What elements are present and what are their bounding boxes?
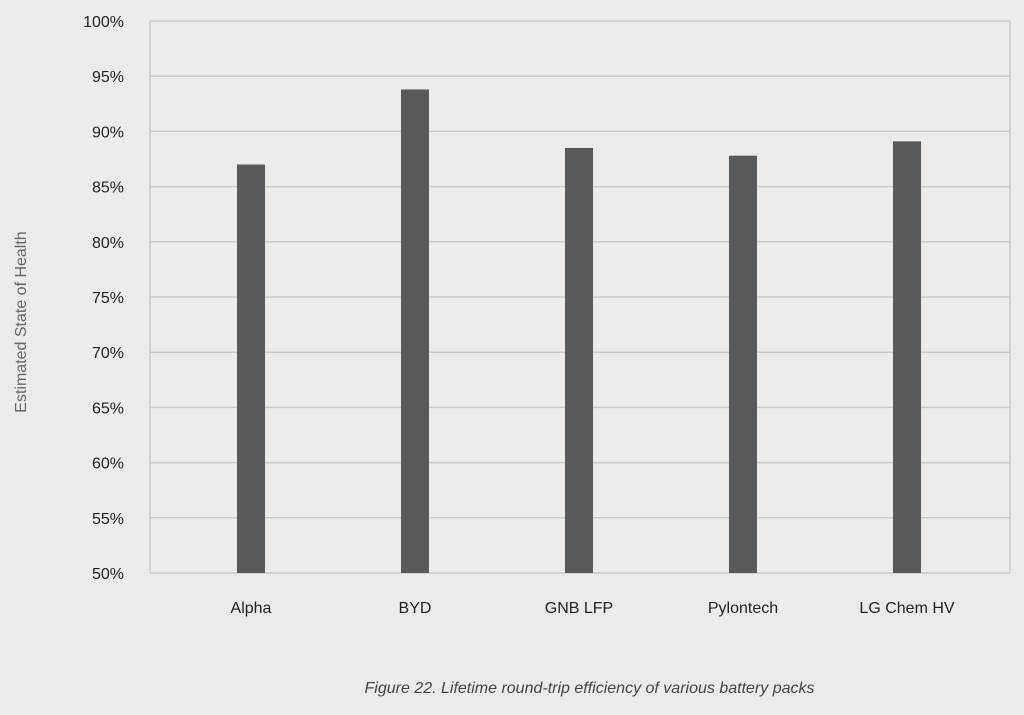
- figure-caption: Figure 22. Lifetime round-trip efficienc…: [364, 680, 815, 697]
- y-tick-label: 55%: [92, 511, 124, 528]
- x-tick-label: BYD: [399, 600, 432, 617]
- y-tick-label: 85%: [92, 180, 124, 197]
- bar-byd: [401, 89, 429, 573]
- bar-lg-chem-hv: [893, 141, 921, 573]
- y-tick-label: 70%: [92, 345, 124, 362]
- y-tick-label: 80%: [92, 235, 124, 252]
- y-axis-label: Estimated State of Health: [13, 231, 30, 413]
- x-tick-label: Alpha: [231, 600, 272, 617]
- y-tick-label: 50%: [92, 566, 124, 583]
- bar-gnb-lfp: [565, 147, 593, 573]
- y-tick-label: 60%: [92, 456, 124, 473]
- y-tick-label: 65%: [92, 400, 124, 417]
- x-tick-label: GNB LFP: [545, 600, 613, 617]
- y-tick-label: 100%: [83, 14, 124, 31]
- bar-pylontech: [729, 155, 757, 574]
- bar-alpha: [237, 164, 265, 573]
- x-tick-label: Pylontech: [708, 600, 778, 617]
- y-tick-label: 95%: [92, 69, 124, 86]
- y-tick-label: 75%: [92, 290, 124, 307]
- x-tick-label: LG Chem HV: [859, 600, 954, 617]
- y-tick-label: 90%: [92, 124, 124, 141]
